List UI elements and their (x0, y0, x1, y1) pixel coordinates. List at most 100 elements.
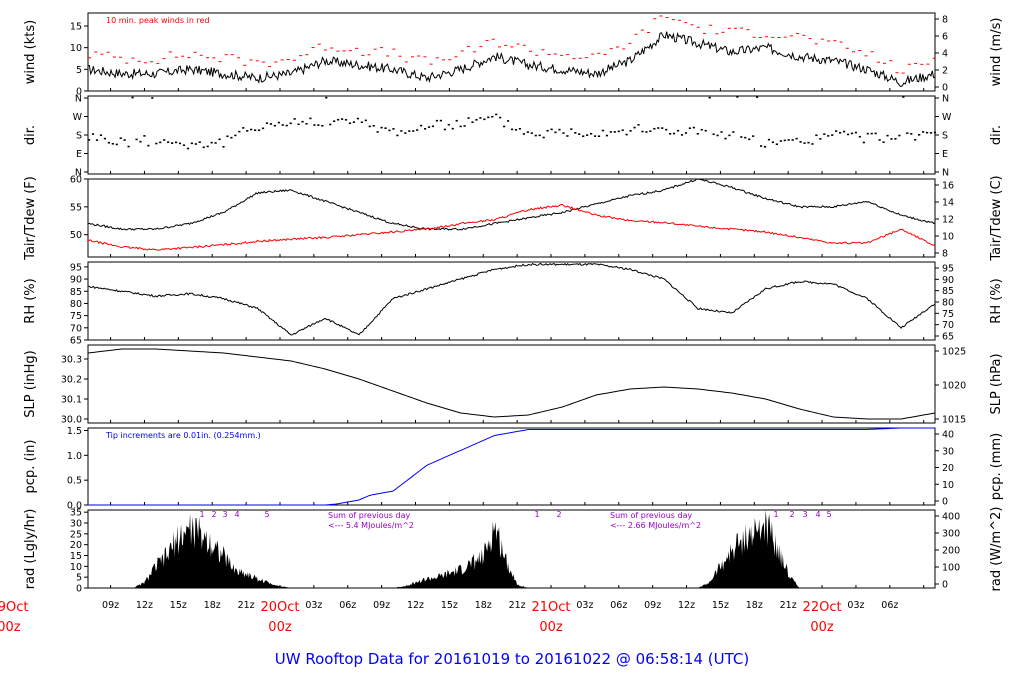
wind-direction-point (305, 122, 308, 125)
wind-direction-point (495, 113, 498, 116)
wind-direction-point (471, 121, 474, 124)
wind-direction-point (506, 120, 510, 122)
wind-direction-point (463, 125, 466, 127)
wind-direction-point (289, 122, 292, 125)
y-tick-label: 0 (76, 584, 82, 595)
wind-direction-point (364, 119, 367, 122)
wind-direction-point (526, 131, 529, 133)
wind-direction-point (791, 139, 794, 141)
wind-direction-point (321, 124, 324, 127)
wind-direction-point (344, 119, 348, 121)
time-tick-label: 09z (644, 600, 661, 611)
y-axis-label-left: Tair/Tdew (F) (23, 176, 38, 261)
y-tick-label: 75 (70, 311, 82, 322)
wind-direction-point (680, 134, 684, 136)
panel-frame (87, 344, 936, 424)
wind-direction-point (657, 127, 660, 129)
y-axis-label-right: RH (%) (989, 278, 1004, 323)
radiation-marker: 2 (211, 510, 216, 519)
time-tick-label: 18z (746, 600, 763, 611)
series-line-rh (87, 262, 936, 336)
wind-direction-point (214, 142, 217, 144)
wind-direction-point (230, 136, 233, 139)
wind-direction-point (589, 132, 593, 135)
y-tick-label: S (76, 131, 82, 142)
wind-direction-point (586, 134, 589, 136)
y-tick-label: 5 (76, 65, 82, 76)
wind-direction-point (894, 138, 897, 140)
wind-direction-point (143, 135, 146, 137)
wind-direction-point (155, 142, 158, 145)
y-tick-label-right: 8 (942, 15, 948, 26)
radiation-marker: 1 (773, 510, 778, 519)
y-axis-label-right: pcp. (mm) (989, 433, 1004, 500)
wind-direction-point (139, 140, 142, 143)
y-tick-label: 25 (70, 529, 82, 540)
radiation-marker: 5 (826, 510, 831, 519)
wind-direction-point (815, 134, 818, 137)
wind-direction-point (779, 140, 782, 142)
wind-direction-point (728, 134, 731, 137)
date-time-label: 00z (539, 620, 563, 635)
wind-direction-point (135, 138, 138, 141)
y-tick-label: 30.2 (61, 375, 82, 386)
wind-direction-point (206, 145, 209, 148)
wind-direction-point (451, 127, 454, 130)
wind-direction-point (487, 116, 490, 119)
wind-direction-point (803, 142, 806, 144)
wind-direction-point (574, 132, 577, 134)
wind-direction-point (878, 139, 881, 141)
y-tick-label: 5 (76, 573, 82, 584)
y-axis-label-right: SLP (hPa) (989, 353, 1004, 414)
y-tick-label: 80 (70, 299, 82, 310)
time-tick-label: 21z (780, 600, 797, 611)
date-time-label: 00z (0, 620, 21, 635)
y-tick-label-right: 20 (942, 463, 954, 474)
wind-direction-point (835, 130, 838, 132)
wind-direction-point (103, 137, 107, 140)
y-tick-label: 0.0 (67, 501, 82, 512)
wind-direction-point (708, 96, 711, 99)
y-tick-label-right: 80 (942, 298, 954, 309)
wind-direction-point (613, 131, 616, 133)
wind-direction-point (712, 133, 715, 136)
y-tick-label: 15 (70, 551, 82, 562)
wind-direction-point (309, 117, 312, 120)
y-axis-label-left: SLP (inHg) (23, 350, 38, 418)
wind-direction-point (819, 138, 822, 140)
wind-direction-point (522, 133, 525, 135)
wind-direction-point (933, 131, 937, 134)
wind-direction-point (898, 134, 901, 137)
wind-direction-point (795, 137, 798, 140)
panel-frame (87, 12, 936, 92)
wind-direction-point (846, 133, 850, 136)
wind-direction-point (499, 116, 502, 119)
wind-direction-point (167, 141, 170, 143)
radiation-note-2-line1: Sum of previous day (610, 511, 692, 520)
series-line-wind-speed (87, 31, 936, 88)
series-line-slp (87, 348, 936, 420)
y-tick-label-right: 10 (942, 480, 954, 491)
time-tick-label: 03z (576, 600, 593, 611)
wind-direction-point (447, 123, 450, 126)
y-tick-label: N (75, 168, 82, 179)
y-tick-label-right: 12 (942, 215, 954, 226)
wind-direction-point (222, 145, 225, 148)
panel-frame (87, 427, 936, 506)
wind-direction-point (269, 123, 273, 125)
wind-direction-point (257, 129, 261, 132)
wind-direction-point (724, 137, 727, 140)
wind-direction-point (147, 144, 150, 147)
wind-direction-point (360, 121, 363, 124)
wind-direction-point (376, 131, 379, 133)
wind-direction-point (313, 124, 316, 126)
y-tick-label-right: 70 (942, 320, 954, 331)
wind-direction-point (273, 124, 276, 127)
wind-direction-point (542, 136, 545, 139)
wind-direction-point (752, 135, 755, 137)
y-tick-label-right: 90 (942, 275, 954, 286)
wind-direction-point (297, 123, 300, 126)
time-tick-label: 09z (102, 600, 119, 611)
